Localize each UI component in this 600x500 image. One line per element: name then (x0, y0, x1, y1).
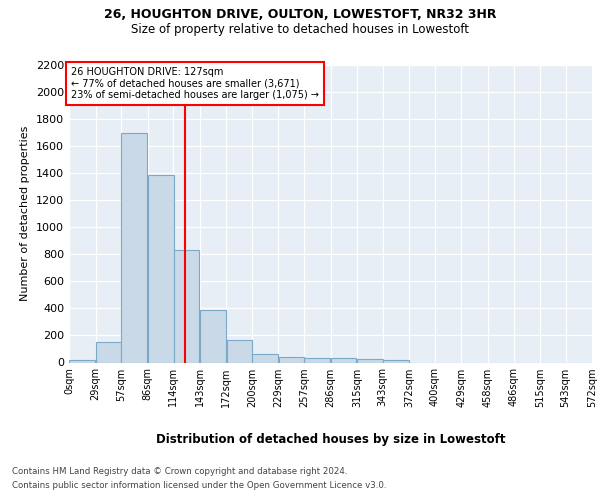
Bar (96, 342, 121, 362)
Bar (148, 174, 173, 362)
Text: 26 HOUGHTON DRIVE: 127sqm
← 77% of detached houses are smaller (3,671)
23% of se: 26 HOUGHTON DRIVE: 127sqm ← 77% of detac… (71, 67, 319, 100)
Bar (200, 310, 226, 362)
Text: Contains HM Land Registry data © Crown copyright and database right 2024.: Contains HM Land Registry data © Crown c… (12, 468, 347, 476)
Bar (383, 360, 409, 362)
Bar (304, 358, 330, 362)
Bar (331, 358, 356, 362)
Text: Size of property relative to detached houses in Lowestoft: Size of property relative to detached ho… (131, 22, 469, 36)
Bar (121, 132, 147, 362)
Y-axis label: Number of detached properties: Number of detached properties (20, 126, 31, 302)
Text: Distribution of detached houses by size in Lowestoft: Distribution of detached houses by size … (157, 432, 506, 446)
Bar (227, 340, 252, 362)
Bar (252, 354, 278, 362)
Text: 26, HOUGHTON DRIVE, OULTON, LOWESTOFT, NR32 3HR: 26, HOUGHTON DRIVE, OULTON, LOWESTOFT, N… (104, 8, 496, 22)
Bar (173, 250, 199, 362)
Bar (69, 360, 95, 362)
Bar (278, 357, 304, 362)
Bar (358, 359, 383, 362)
Text: Contains public sector information licensed under the Open Government Licence v3: Contains public sector information licen… (12, 481, 386, 490)
